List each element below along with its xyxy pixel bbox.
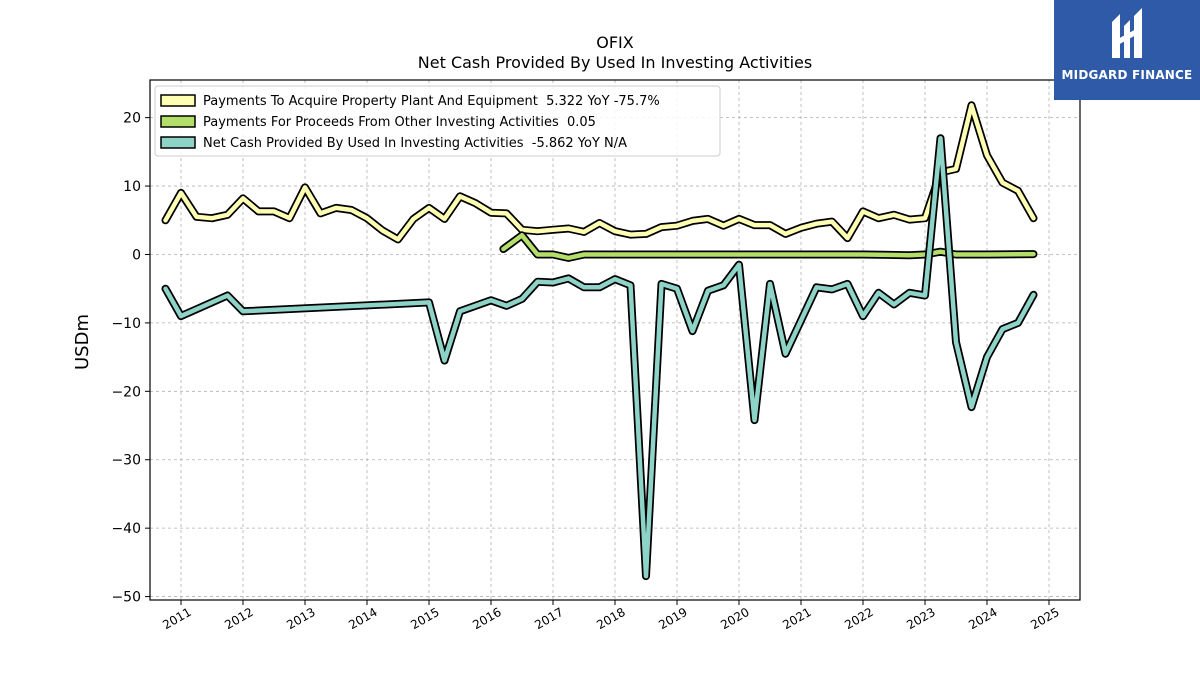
midgard-logo-icon — [1112, 8, 1142, 58]
x-tick-label: 2011 — [160, 605, 193, 632]
x-tick-label: 2019 — [656, 605, 689, 632]
x-tick-label: 2024 — [966, 605, 999, 632]
axes: 2011 2012 2013 2014 2015 2016 2017 2018 2019 2020… — [111, 111, 1061, 633]
series-ppe-line — [163, 103, 1036, 242]
x-tick-label: 2013 — [284, 605, 317, 632]
legend-box — [154, 85, 721, 157]
series-other-investing-line — [501, 233, 1036, 261]
x-tick-label: 2016 — [470, 605, 503, 632]
series-lines — [161, 101, 1038, 581]
x-tick-label: 2015 — [408, 605, 441, 632]
legend-swatch-ppe — [160, 94, 196, 107]
legend-label-other-investing: Payments For Proceeds From Other Investi… — [203, 115, 596, 130]
brand-logo: MIDGARD FINANCE — [1054, 0, 1200, 100]
legend: Payments To Acquire Property Plant And E… — [154, 85, 721, 157]
legend-label-ppe: Payments To Acquire Property Plant And E… — [203, 94, 660, 109]
x-tick-label: 2020 — [718, 605, 751, 632]
x-tick-label: 2023 — [904, 605, 937, 632]
x-tick-label: 2025 — [1028, 605, 1061, 632]
y-tick-label: −50 — [111, 590, 141, 606]
x-tick-label: 2021 — [780, 605, 813, 632]
y-tick-label: 20 — [123, 111, 141, 127]
x-tick-label: 2014 — [346, 605, 379, 632]
y-tick-label: −40 — [111, 521, 141, 537]
x-tick-label: 2018 — [594, 605, 627, 632]
y-tick-label: −30 — [111, 453, 141, 469]
series-net-cash-line — [163, 135, 1036, 579]
x-tick-label: 2022 — [842, 605, 875, 632]
chart-title: OFIX — [596, 33, 634, 52]
y-tick-label: −10 — [111, 316, 141, 332]
brand-name: MIDGARD FINANCE — [1061, 68, 1193, 82]
legend-swatch-net-cash — [160, 136, 196, 149]
y-axis-label: USDm — [72, 314, 93, 370]
chart-subtitle: Net Cash Provided By Used In Investing A… — [418, 53, 812, 72]
y-tick-label: −20 — [111, 384, 141, 400]
y-tick-label: 10 — [123, 179, 141, 195]
legend-swatch-other-investing — [160, 115, 196, 128]
y-tick-label: 0 — [132, 247, 141, 263]
x-tick-label: 2012 — [222, 605, 255, 632]
legend-label-net-cash: Net Cash Provided By Used In Investing A… — [203, 136, 627, 151]
x-tick-label: 2017 — [532, 605, 565, 632]
